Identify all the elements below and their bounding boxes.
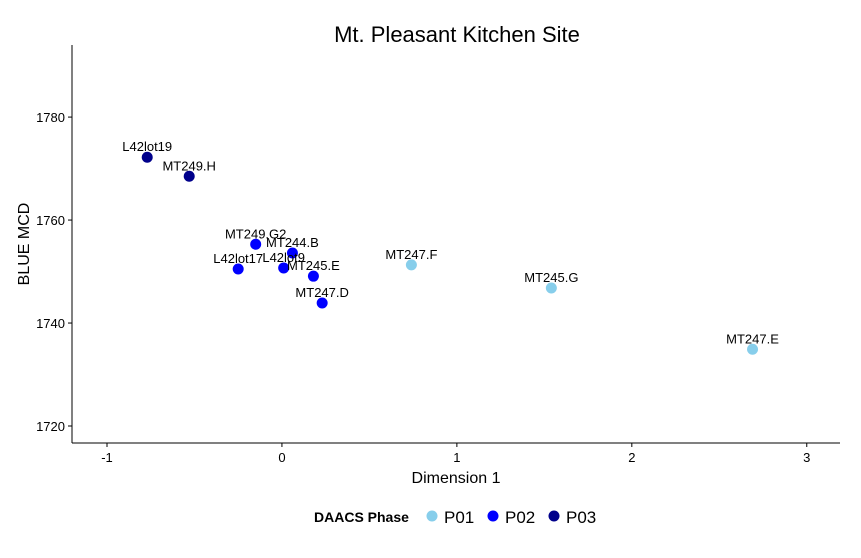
point-label: MT245.G: [524, 270, 578, 285]
data-point: [747, 343, 759, 355]
legend-title: DAACS Phase: [314, 509, 409, 525]
point-label: MT249.H: [162, 158, 215, 173]
legend: DAACS Phase P01 P02 P03: [314, 508, 596, 527]
legend-label: P03: [566, 508, 596, 527]
data-point: [286, 247, 298, 259]
data-point: [250, 238, 262, 250]
point-label: MT244.B: [266, 235, 319, 250]
point-label: L42lot17: [213, 251, 263, 266]
x-tick-label: 0: [278, 450, 285, 465]
y-tick-label: 1740: [36, 316, 65, 331]
chart-title: Mt. Pleasant Kitchen Site: [334, 22, 580, 47]
x-tick-label: 1: [453, 450, 460, 465]
legend-label: P02: [505, 508, 535, 527]
data-point: [545, 282, 557, 294]
legend-swatch: [426, 510, 438, 522]
x-tick-label: 2: [628, 450, 635, 465]
point-label: MT247.D: [295, 285, 348, 300]
data-point: [141, 151, 153, 163]
legend-swatch: [487, 510, 499, 522]
point-label: MT249.G2: [225, 226, 286, 241]
legend-label: P01: [444, 508, 474, 527]
legend-swatch: [548, 510, 560, 522]
data-point: [316, 297, 328, 309]
data-point: [405, 259, 417, 271]
y-axis-label: BLUE MCD: [16, 203, 33, 286]
point-label: L42lot19: [122, 139, 172, 154]
y-tick-label: 1760: [36, 213, 65, 228]
data-point: [183, 170, 195, 182]
point-label: MT247.E: [726, 331, 779, 346]
data-point: [278, 262, 290, 274]
x-axis-label: Dimension 1: [412, 470, 501, 487]
point-label: MT247.F: [385, 247, 437, 262]
x-tick-label: -1: [101, 450, 113, 465]
y-tick-label: 1720: [36, 419, 65, 434]
data-point: [307, 270, 319, 282]
point-label: MT245.E: [287, 258, 340, 273]
point-label: L42lot9: [262, 250, 305, 265]
data-point: [232, 263, 244, 275]
x-tick-label: 3: [803, 450, 810, 465]
y-tick-label: 1780: [36, 110, 65, 125]
